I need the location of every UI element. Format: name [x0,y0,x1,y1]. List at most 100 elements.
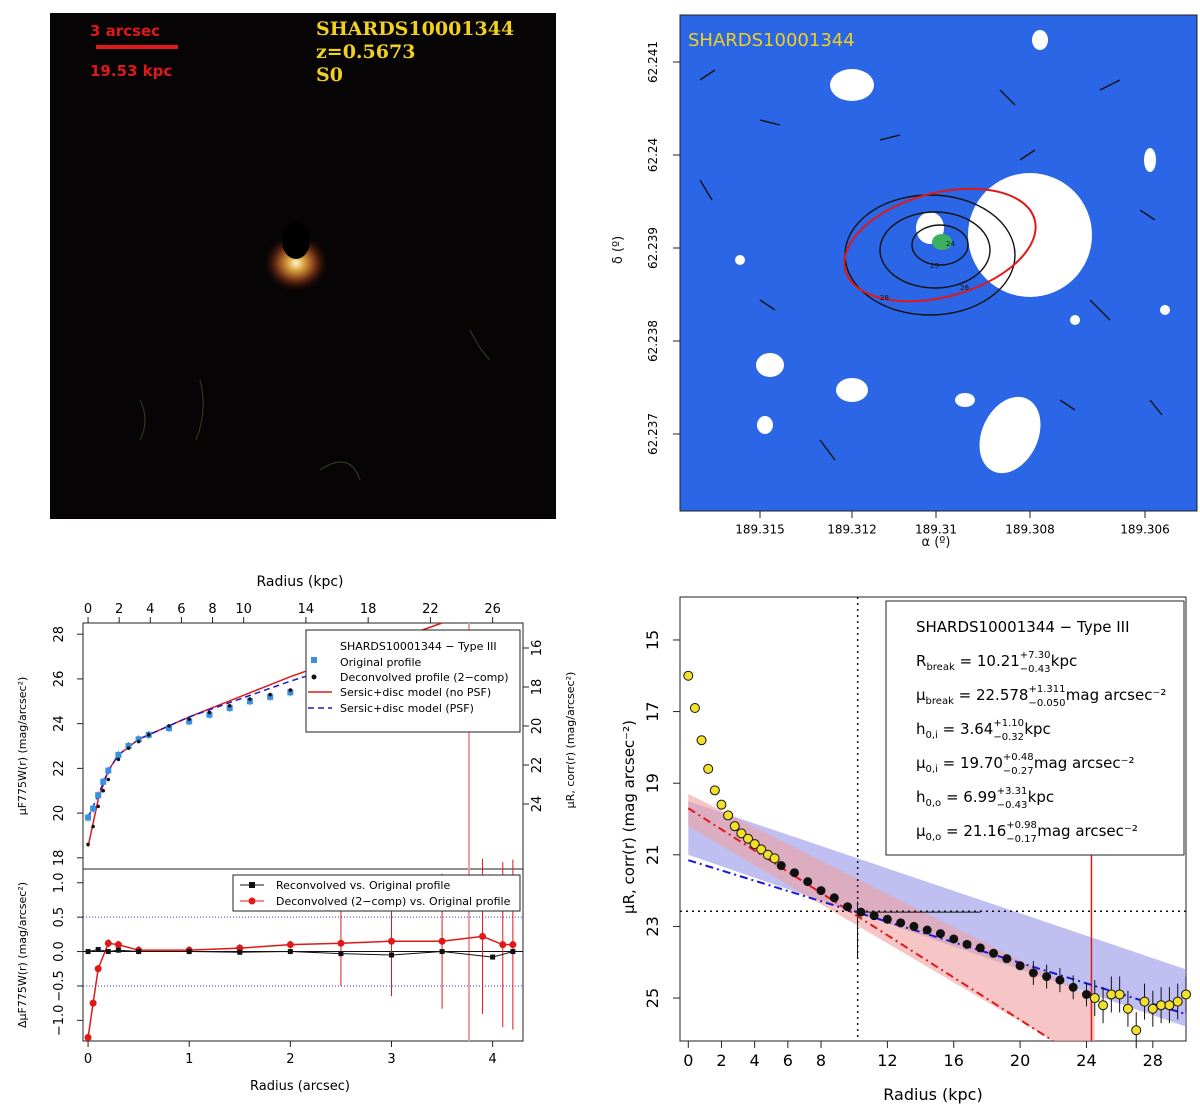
fit-point [909,921,919,931]
image-redshift: z=0.5673 [316,41,415,63]
profile-top-tick-label: 6 [177,602,185,617]
resid-reconv-point [85,949,91,955]
fit-param-lower: −0.050 [1028,698,1065,709]
resid-deconv-point [84,1034,92,1042]
profile-top-tick-label: 18 [360,602,377,617]
resid-deconv-point [499,941,507,949]
legend-model-nopsf: Sersic+disc model (no PSF) [340,686,491,699]
profile-top-tick-label: 14 [298,602,315,617]
resid-deconv-point [479,932,487,940]
map-x-ticks: 189.315 189.312 189.31 189.308 189.306 [735,511,1170,536]
resid-deconv-point [94,965,102,973]
resid-deconv-point [388,937,396,945]
deconvolved-point [136,739,141,744]
original-point [135,736,142,743]
resid-reconv-point [490,954,496,960]
resid-reconv-point [510,949,516,955]
excluded-point [683,670,694,681]
resid-reconv-point [186,949,192,955]
fit-ytick-label: 15 [643,630,662,650]
original-point [226,704,233,711]
original-point [267,693,274,700]
fit-point [1042,972,1052,982]
fit-param: h0,o = 6.99+3.31 kpc [916,786,1054,809]
resid-reconv-point [95,946,101,952]
excluded-point [709,785,720,796]
profile-xlabel: Radius (arcsec) [250,1079,350,1094]
deconvolved-point [86,842,90,847]
fit-point [789,868,799,878]
resid-deconv-point [89,999,97,1007]
deconvolved-point [268,692,272,697]
resid-tick-label: −0.5 [52,970,67,1002]
profile-top-tick-label: 4 [146,602,154,617]
fit-point [1028,968,1038,978]
resid-reconv-point [338,951,344,957]
fit-param-lower: −0.17 [1006,834,1037,845]
resid-reconv-point [237,949,243,955]
original-point [115,751,122,758]
excluded-point [703,763,714,774]
profile-top-tick-label: 10 [235,602,252,617]
fit-ylabel: μR, corr(r) (mag arcsec⁻²) [620,720,638,914]
inner-fit-line [687,807,1054,1042]
resid-reconv-point [439,949,445,955]
inner-band [688,793,1095,1041]
map-ytick-label: 62.239 [646,227,660,269]
profile-top-tick-label: 0 [84,602,92,617]
fit-point [949,934,959,944]
deconvolved-point [167,724,171,728]
fit-point [856,907,866,917]
profile-top-axis-label: Radius (kpc) [256,574,343,590]
excluded-point [743,833,754,844]
original-point [90,805,97,812]
profile-left-tick-label: 26 [52,671,67,688]
excluded-point [769,853,780,864]
deconvolved-point [116,757,121,762]
map-xtick-label: 189.31 [915,522,957,536]
fit-point [989,948,999,958]
map-contour-label-0: 24 [946,240,955,248]
fit-ytick-label: 19 [643,773,662,793]
profile-right-tick-label: 16 [530,640,545,657]
fit-param: μ0,o = 21.16+0.98 mag arcsec⁻² [916,820,1138,843]
profile-xtick-label: 3 [387,1052,395,1067]
profile-left-tick-label: 28 [52,626,67,643]
profile-left-tick-label: 24 [52,715,67,732]
scale-kpc: 19.53 kpc [90,62,172,80]
original-point [85,814,92,821]
map-object-name: SHARDS10001344 [688,30,855,51]
fit-param: μ0,i = 19.70+0.48 mag arcsec⁻² [916,752,1135,775]
profile-left-label: μF775W(r) (mag/arcsec²) [16,677,29,816]
resid-tick-label: 0.5 [52,907,67,928]
deconvolved-point [126,746,131,751]
profile-xtick-label: 0 [84,1052,92,1067]
excluded-point [749,839,760,850]
fit-ytick-label: 21 [643,845,662,865]
map-y-ticks: 62.241 62.24 62.239 62.238 62.237 [646,41,680,455]
map-ytick-label: 62.24 [646,138,660,172]
profile-xtick-label: 1 [185,1052,193,1067]
resid-deconv-point [286,941,294,949]
fit-point [803,877,813,887]
fit-point [896,918,906,928]
resid-deconv-point [337,939,345,947]
resid-tick-label: 1.0 [52,872,67,893]
deconvolved-point [187,717,192,721]
fit-xtick-label: 20 [1010,1051,1030,1070]
profile-right-tick-label: 20 [530,718,545,735]
fit-xlabel: Radius (kpc) [883,1085,982,1104]
excluded-point [1164,1000,1175,1011]
resid-deconv-point [509,941,517,949]
profile-left-tick-label: 20 [52,805,67,822]
fit-param-lower: −0.32 [993,732,1024,743]
original-point [125,743,132,749]
fit-box-title: SHARDS10001344 − Type III [916,618,1130,636]
original-point [186,718,193,725]
excluded-point [1139,996,1150,1007]
excluded-point [1122,1003,1133,1014]
fit-point [869,911,879,921]
excluded-point [1089,993,1100,1004]
deconvolved-point [227,703,232,708]
